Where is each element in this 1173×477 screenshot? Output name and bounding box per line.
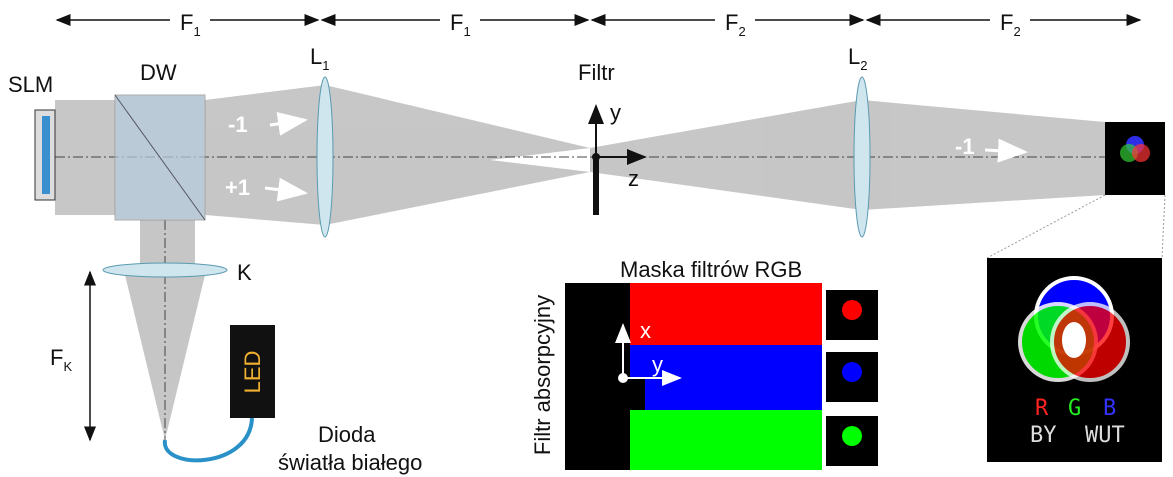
dimension-labels: F1 F1 F2 F2: [170, 8, 1030, 39]
slm-label: SLM: [8, 72, 53, 97]
dim-label: F1: [180, 10, 201, 39]
dim-label: F1: [450, 10, 471, 39]
dim-label: F2: [725, 10, 746, 39]
lens-l1: [316, 76, 334, 238]
splitter-diagonal: [114, 94, 206, 221]
inset-white: [1062, 322, 1086, 358]
inset-letter: R: [1035, 396, 1049, 421]
thumb-circle: [842, 426, 862, 446]
mask-side-label: Filtr absorpcyjny: [530, 295, 555, 455]
focal-label: FK: [50, 345, 72, 374]
origin: [592, 153, 600, 161]
order-arrow: [984, 138, 1028, 163]
condenser-label: K: [237, 260, 252, 285]
order-arrow: [264, 177, 308, 202]
axis-label: y: [610, 100, 621, 125]
diode-label: światła białego: [278, 450, 422, 475]
mask-title: Maska filtrów RGB: [620, 257, 802, 282]
mask-axis-label: x: [640, 318, 651, 343]
mask-notch: [625, 378, 645, 410]
dw-label: DW: [140, 60, 177, 85]
inset-letter: G: [1068, 396, 1081, 421]
thumb-circle: [842, 300, 862, 320]
inset-logo: WUT: [1085, 423, 1125, 448]
cable: [162, 417, 254, 463]
order-arrow: [269, 111, 308, 136]
zoom-line: [1161, 194, 1166, 259]
lens-label: L1: [310, 44, 329, 73]
dim-label: F2: [1000, 10, 1021, 39]
mask-axis-label: y: [652, 352, 663, 377]
orders: -1 +1 -1: [225, 112, 975, 200]
zoom-line: [986, 194, 1106, 259]
diode-label: Dioda: [318, 422, 376, 447]
slm-panel: [42, 116, 50, 194]
inset-logo: BY: [1030, 423, 1057, 448]
order-label: +1: [225, 175, 250, 200]
thumb-circle: [842, 362, 862, 382]
mask-green: [630, 410, 822, 470]
lens-l2: [853, 76, 871, 238]
order-label: -1: [955, 134, 975, 159]
mask-red: [630, 283, 822, 345]
filter-label: Filtr: [578, 60, 615, 85]
mask-origin: [618, 373, 628, 383]
axis-label: z: [628, 166, 639, 191]
inset-letter: B: [1103, 396, 1116, 421]
led-box: [230, 325, 275, 418]
led-label: LED: [240, 351, 265, 394]
lens-label: L2: [848, 44, 867, 73]
thumb-circle: [1132, 144, 1150, 162]
filter-stop: [593, 160, 599, 215]
lens-k: [102, 262, 228, 278]
order-label: -1: [228, 112, 248, 137]
